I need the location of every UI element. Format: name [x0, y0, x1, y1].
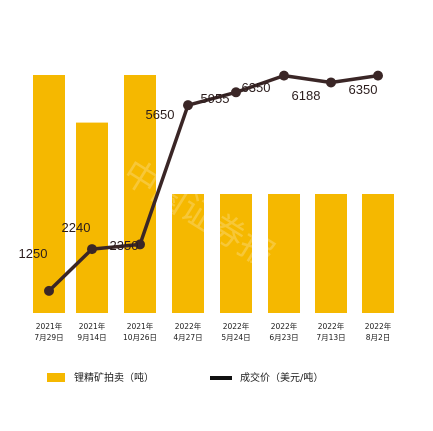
legend: 锂精矿拍卖（吨） 成交价（美元/吨）	[47, 371, 323, 384]
price-label-8: 6350	[349, 82, 378, 97]
price-point-4	[183, 100, 193, 111]
x-tick-label-8: 2022年 8月2日	[365, 321, 392, 342]
line-value-labels: 1250 2240 2350 5650 5955 6350 6188 6350	[19, 80, 378, 261]
price-label-6: 6350	[242, 80, 271, 95]
bar-2	[76, 122, 108, 313]
x-tick-label-2: 2021年 9月14日	[77, 321, 106, 342]
price-point-1	[44, 285, 54, 296]
price-label-1: 1250	[19, 246, 48, 261]
legend-swatch-line	[210, 376, 232, 380]
x-tick-label-3: 2021年 10月26日	[123, 321, 157, 342]
legend-label-bar: 锂精矿拍卖（吨）	[74, 371, 154, 384]
price-label-4: 5650	[146, 107, 175, 122]
price-point-6	[279, 70, 289, 81]
bar-value-label-7: 5000	[317, 175, 346, 190]
legend-swatch-bar	[47, 373, 65, 382]
bar-3	[124, 75, 156, 313]
line-series	[44, 70, 383, 296]
x-tick-label-5: 2022年 5月24日	[221, 321, 250, 342]
bar-value-label-5: 5000	[222, 175, 251, 190]
price-point-3	[135, 239, 145, 250]
x-tick-label-6: 2022年 6月23日	[269, 321, 298, 342]
price-point-5	[231, 87, 241, 98]
bar-5	[220, 194, 252, 313]
bar-7	[315, 194, 347, 313]
price-label-5: 5955	[201, 91, 230, 106]
bar-value-label-4: 5000	[174, 175, 203, 190]
x-tick-label-1: 2021年 7月29日	[34, 321, 63, 342]
price-label-7: 6188	[292, 88, 321, 103]
bar-value-label-6: 5000	[270, 175, 299, 190]
x-axis-tick-labels: 2021年 7月29日 2021年 9月14日 2021年 10月26日 2022年 4月27…	[34, 321, 391, 342]
bar-1	[33, 75, 65, 313]
bar-value-label-3: 10000	[122, 56, 158, 71]
price-label-2: 2240	[62, 220, 91, 235]
price-line	[47, 73, 379, 293]
bar-4	[172, 194, 204, 313]
bar-6	[268, 194, 300, 313]
price-label-3: 2350	[110, 238, 139, 253]
legend-label-line: 成交价（美元/吨）	[240, 371, 323, 384]
price-point-8	[373, 70, 383, 81]
bar-series	[33, 75, 394, 313]
bar-value-labels: 10000 8000 10000 5000 5000 5000 5000 5000	[31, 56, 393, 190]
bar-8	[362, 194, 394, 313]
bar-value-label-8: 5000	[364, 175, 393, 190]
x-tick-label-4: 2022年 4月27日	[173, 321, 202, 342]
price-point-2	[87, 244, 97, 255]
bar-value-label-1: 10000	[31, 56, 67, 71]
price-point-7	[326, 77, 336, 88]
bar-value-label-2: 8000	[78, 103, 107, 118]
x-tick-label-7: 2022年 7月13日	[316, 321, 345, 342]
